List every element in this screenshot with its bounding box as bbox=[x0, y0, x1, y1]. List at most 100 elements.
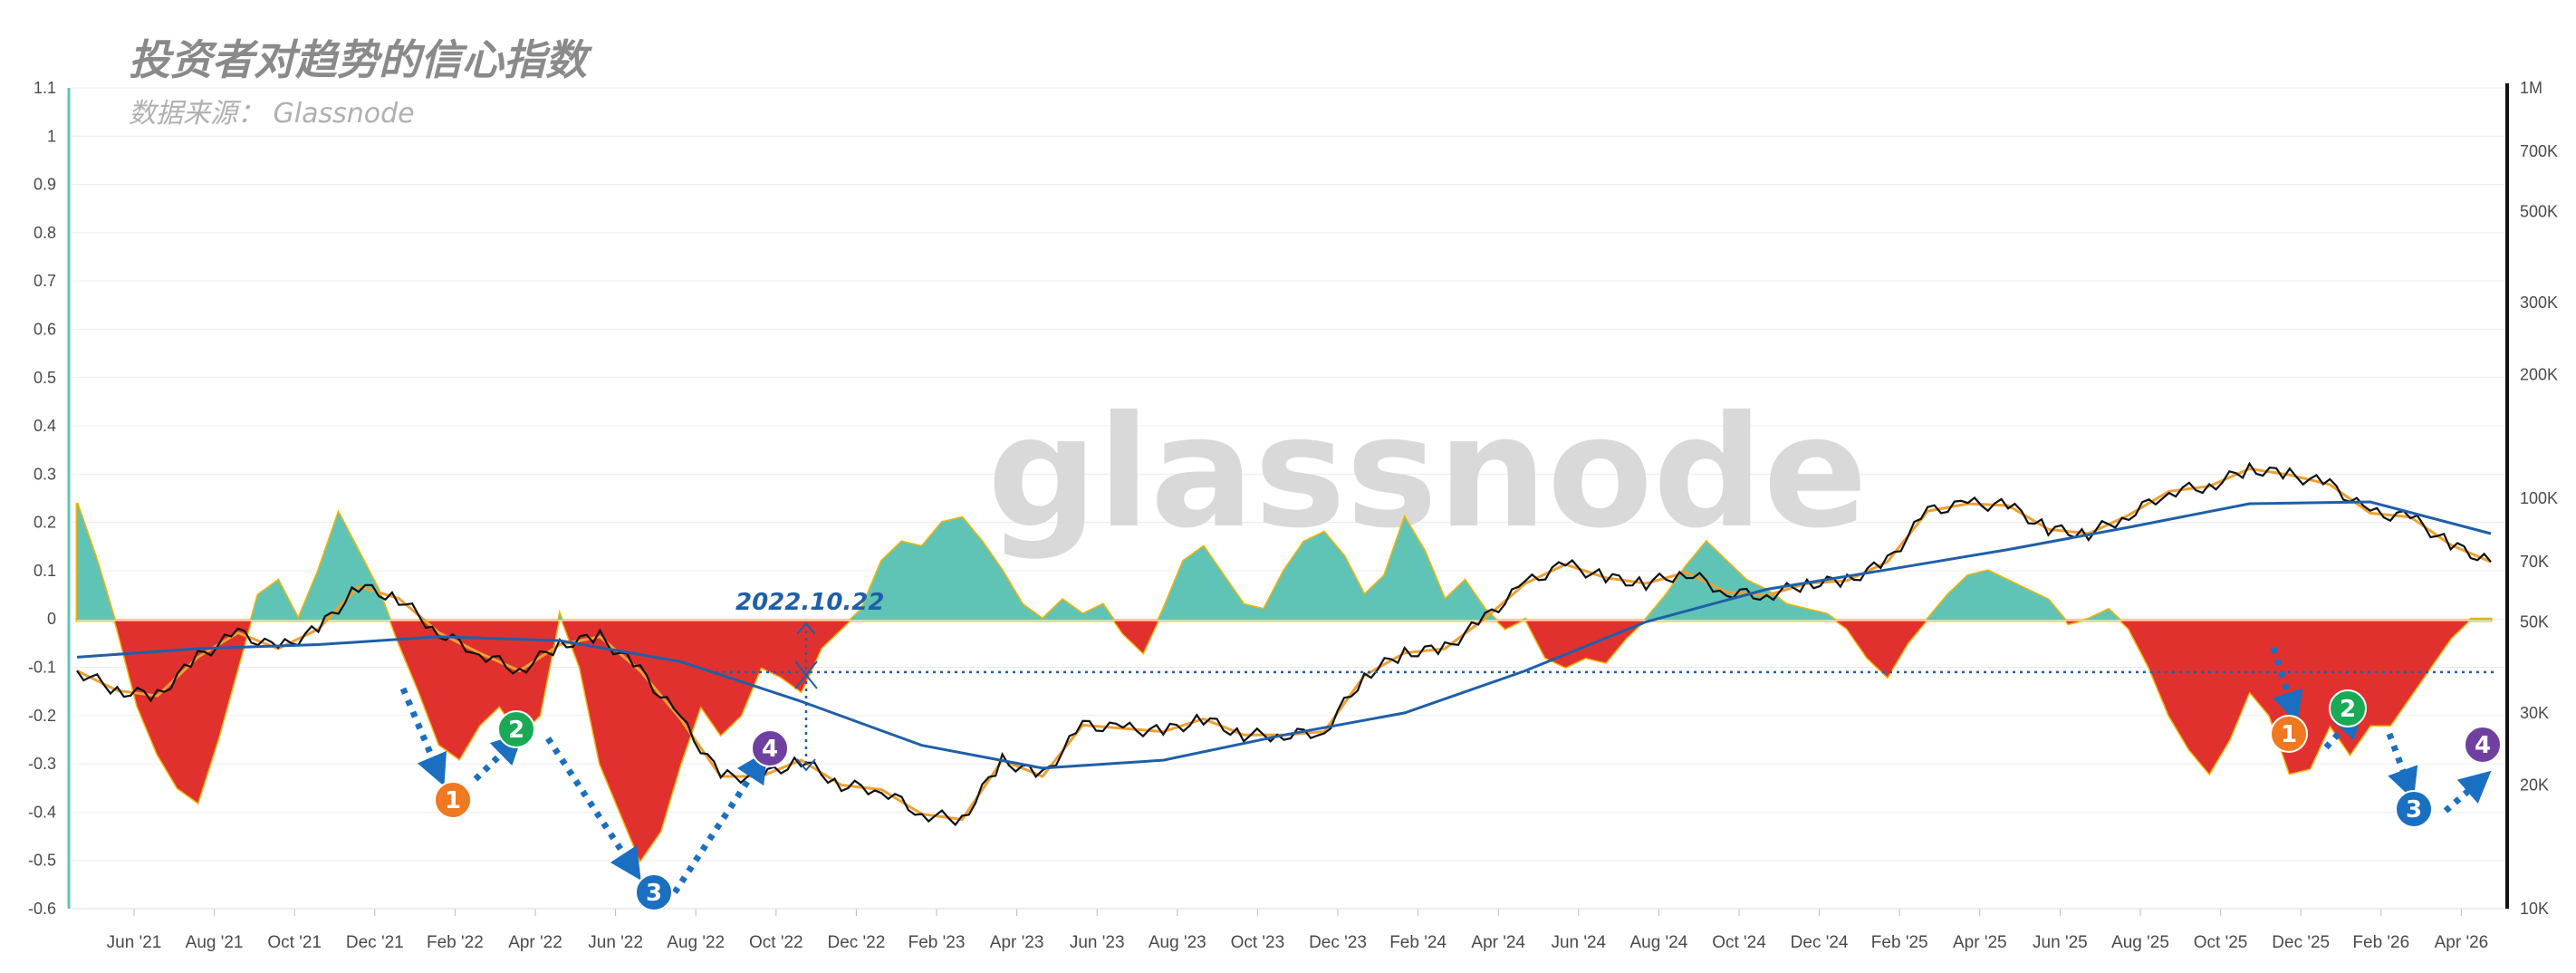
step-badge-circle bbox=[497, 710, 535, 748]
y-left-tick-label: 0.9 bbox=[34, 176, 56, 194]
y-left-tick-label: -0.4 bbox=[28, 803, 56, 821]
x-tick-label: Apr '25 bbox=[1953, 933, 2007, 952]
trend-arrow bbox=[545, 737, 641, 881]
trend-arrow bbox=[2443, 770, 2492, 814]
y-left-tick-label: 0.2 bbox=[34, 514, 56, 532]
step-badge-circle bbox=[2329, 689, 2367, 727]
price-lines bbox=[76, 461, 2492, 827]
x-tick-label: Oct '21 bbox=[267, 933, 322, 952]
negative-confidence-area bbox=[77, 621, 2491, 861]
x-tick-label: Jun '23 bbox=[1070, 933, 1125, 952]
x-tick-label: Apr '23 bbox=[990, 933, 1044, 952]
x-tick-label: Apr '24 bbox=[1471, 933, 1525, 952]
y-right-tick-label: 100K bbox=[2520, 489, 2558, 507]
x-tick-label: Jun '22 bbox=[588, 933, 643, 952]
step-badge-label: 3 bbox=[2406, 796, 2422, 824]
step-badge: 2 bbox=[497, 710, 535, 748]
y-left-tick-label: 0.5 bbox=[34, 369, 56, 387]
watermark-text: glassnode bbox=[987, 383, 1868, 563]
y-right-tick-label: 700K bbox=[2520, 142, 2558, 160]
positive-confidence-area bbox=[77, 503, 2491, 621]
x-tick-label: Feb '26 bbox=[2352, 933, 2409, 952]
trend-arrow bbox=[2270, 646, 2303, 724]
x-tick-label: Feb '22 bbox=[427, 933, 484, 952]
y-right-tick-label: 30K bbox=[2520, 704, 2549, 722]
x-tick-label: Dec '22 bbox=[827, 933, 885, 952]
y-left-tick-label: -0.6 bbox=[28, 900, 56, 918]
y-left-tick-label: -0.5 bbox=[28, 852, 56, 870]
step-badge: 4 bbox=[2464, 726, 2502, 764]
chart-subtitle: 数据来源： Glassnode bbox=[129, 98, 415, 130]
date-marker-arrow-up bbox=[796, 621, 816, 635]
step-badge: 2 bbox=[2329, 689, 2367, 727]
step-badge-circle bbox=[2464, 726, 2502, 764]
y-right-tick-label: 500K bbox=[2520, 202, 2558, 220]
x-tick-label: Feb '25 bbox=[1871, 933, 1928, 952]
x-tick-label: Dec '24 bbox=[1791, 933, 1849, 952]
step-badge: 4 bbox=[751, 729, 789, 767]
x-tick-label: Aug '22 bbox=[667, 933, 725, 952]
x-tick-label: Jun '21 bbox=[107, 933, 162, 952]
x-tick-label: Aug '21 bbox=[186, 933, 244, 952]
trend-arrow bbox=[672, 750, 768, 894]
price-line bbox=[76, 461, 2492, 827]
x-tick-label: Oct '25 bbox=[2194, 933, 2248, 952]
x-tick-label: Jun '24 bbox=[1551, 933, 1606, 952]
step-badge: 1 bbox=[434, 781, 472, 819]
x-tick-label: Apr '26 bbox=[2435, 933, 2489, 952]
y-right-tick-label: 1M bbox=[2520, 79, 2542, 97]
y-right-tick-label: 10K bbox=[2520, 900, 2549, 918]
y-right-tick-label: 200K bbox=[2520, 366, 2558, 384]
step-badge: 1 bbox=[2270, 715, 2308, 753]
x-tick-label: Dec '23 bbox=[1309, 933, 1367, 952]
y-left-tick-label: -0.1 bbox=[28, 659, 56, 677]
step-badge: 3 bbox=[635, 873, 673, 911]
step-badge-label: 3 bbox=[646, 880, 662, 907]
y-left-tick-label: 0.8 bbox=[34, 224, 56, 242]
y-left-tick-label: -0.3 bbox=[28, 755, 56, 773]
y-left-tick-label: 0.6 bbox=[34, 320, 56, 338]
x-tick-label: Apr '22 bbox=[508, 933, 562, 952]
step-badge-circle bbox=[751, 729, 789, 767]
y-left-tick-label: 0 bbox=[47, 610, 56, 628]
step-badge-circle bbox=[2395, 790, 2433, 828]
step-badge-label: 1 bbox=[445, 787, 461, 814]
y-left-tick-label: 1.1 bbox=[34, 79, 56, 97]
y-right-tick-label: 70K bbox=[2520, 553, 2549, 571]
date-marker-arrow-down bbox=[796, 758, 816, 772]
x-tick-label: Aug '24 bbox=[1629, 933, 1687, 952]
y-left-tick-label: 0.3 bbox=[34, 465, 56, 483]
y-left-tick-label: 1 bbox=[47, 127, 56, 145]
chart-title: 投资者对趋势的信心指数 bbox=[129, 35, 587, 84]
y-right-tick-label: 300K bbox=[2520, 294, 2558, 312]
x-tick-label: Aug '25 bbox=[2111, 933, 2169, 952]
y-left-tick-label: -0.2 bbox=[28, 707, 56, 725]
axes: 1.1 1 0.9 0.8 0.7 0.6 0.5 0.4 0.3 0.2 0.1 0 -0.1 -0.2… bbox=[28, 79, 2558, 952]
long-ma-line bbox=[76, 500, 2492, 770]
x-tick-label: Feb '24 bbox=[1389, 933, 1447, 952]
annotation-date: 2022.10.22 bbox=[735, 589, 884, 616]
step-badge: 3 bbox=[2395, 790, 2433, 828]
x-tick-label: Oct '24 bbox=[1712, 933, 1766, 952]
step-badge-label: 4 bbox=[2475, 732, 2491, 759]
step-badge-circle bbox=[434, 781, 472, 819]
step-badge-circle bbox=[2270, 715, 2308, 753]
trend-arrow bbox=[2386, 732, 2418, 801]
trend-arrow bbox=[399, 687, 447, 786]
y-left-tick-label: 0.7 bbox=[34, 272, 56, 290]
x-tick-label: Oct '22 bbox=[749, 933, 803, 952]
y-left-tick-label: 0.1 bbox=[34, 562, 56, 580]
x-tick-label: Dec '25 bbox=[2272, 933, 2330, 952]
step-badge-circle bbox=[635, 873, 673, 911]
step-badge-label: 4 bbox=[762, 736, 778, 763]
annotations: 2022.10.22 1 2 3 4 1 2 3 4 bbox=[399, 589, 2502, 911]
step-badge-label: 2 bbox=[2340, 696, 2356, 723]
x-tick-label: Feb '23 bbox=[908, 933, 966, 952]
date-marker-cross bbox=[794, 660, 818, 689]
x-tick-label: Jun '25 bbox=[2033, 933, 2088, 952]
y-right-tick-label: 20K bbox=[2520, 776, 2549, 795]
step-badge-label: 2 bbox=[508, 717, 524, 744]
step-badge-label: 1 bbox=[2281, 721, 2297, 748]
confidence-area bbox=[75, 502, 2493, 863]
